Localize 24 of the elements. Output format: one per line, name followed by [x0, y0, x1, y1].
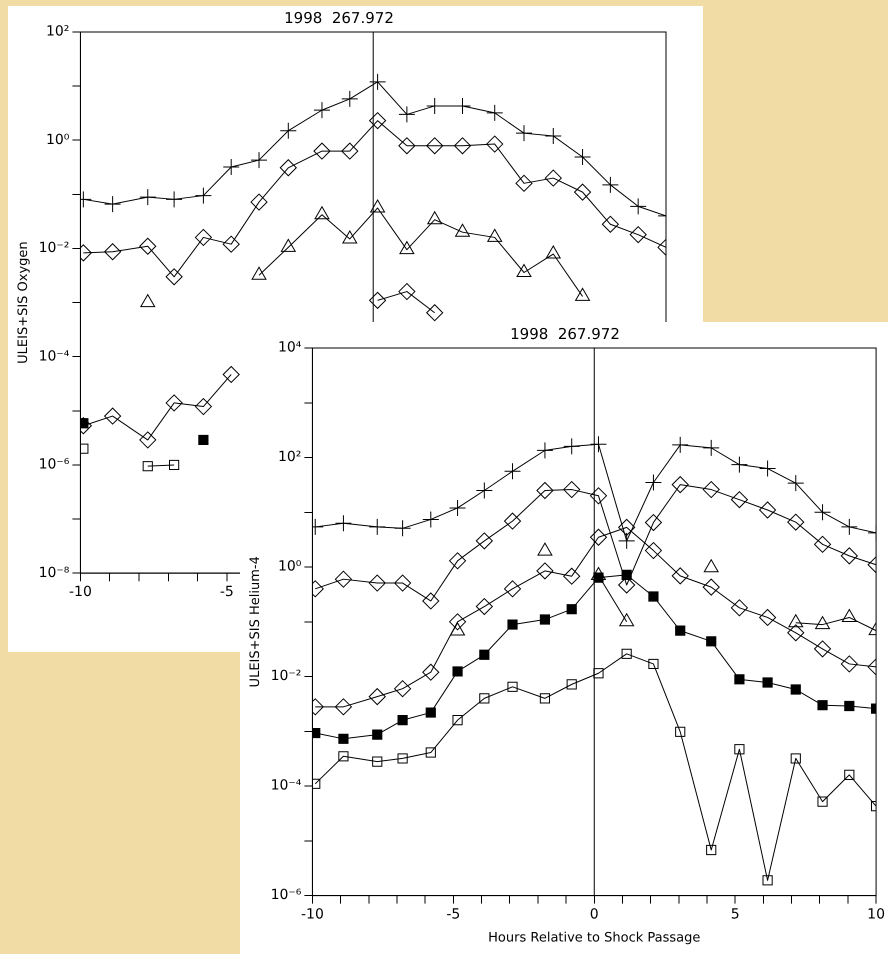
x-tick-label: -10	[300, 906, 324, 923]
x-tick-label: 10	[867, 906, 886, 923]
y-axis-title: ULEIS+SIS Oxygen	[16, 241, 32, 364]
y-tick-label: 10⁰	[46, 132, 70, 148]
x-tick-label: -5	[220, 584, 234, 600]
x-axis-title: Hours Relative to Shock Passage	[488, 930, 700, 946]
x-tick-label: 0	[590, 906, 599, 923]
y-tick-label: 10⁰	[278, 558, 302, 575]
x-tick-label: 5	[730, 906, 740, 923]
x-tick-label: -5	[446, 906, 460, 923]
y-tick-label: 10⁻²	[270, 668, 302, 684]
y-axis-title: ULEIS+SIS Helium-4	[248, 556, 264, 688]
y-tick-label: 10²	[278, 449, 302, 466]
y-tick-label: 10⁻²	[38, 240, 70, 256]
chart-title: 1998 267.972	[510, 324, 620, 343]
y-tick-label: 10²	[46, 24, 70, 40]
y-tick-label: 10⁻⁶	[38, 456, 70, 473]
chart-title: 1998 267.972	[284, 8, 394, 27]
x-tick-label: -10	[68, 584, 92, 600]
y-tick-label: 10⁻⁴	[38, 348, 70, 364]
y-tick-label: 10⁻⁶	[270, 887, 302, 904]
y-tick-label: 10⁻⁸	[38, 564, 70, 581]
y-tick-label: 10⁴	[278, 340, 302, 356]
y-tick-label: 10⁻⁴	[270, 778, 302, 794]
